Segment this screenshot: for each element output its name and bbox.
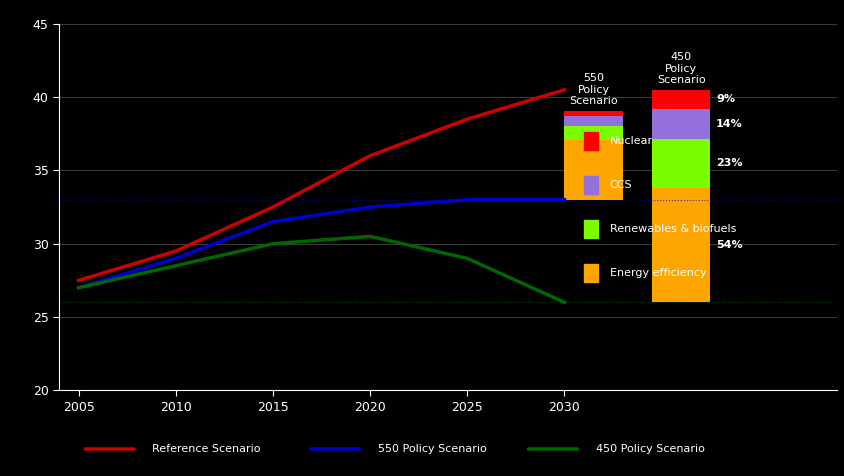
Bar	[564, 126, 622, 140]
Text: 550
Policy
Scenario: 550 Policy Scenario	[569, 73, 617, 106]
Text: 9%: 9%	[715, 94, 734, 104]
FancyBboxPatch shape	[583, 132, 598, 150]
Text: 450 Policy Scenario: 450 Policy Scenario	[595, 444, 704, 454]
Bar	[564, 110, 622, 116]
Text: Reference Scenario: Reference Scenario	[152, 444, 261, 454]
Text: 23%: 23%	[715, 158, 742, 168]
Bar	[652, 139, 710, 188]
FancyBboxPatch shape	[583, 220, 598, 238]
Bar	[564, 140, 622, 200]
Bar	[564, 116, 622, 126]
Bar	[652, 90, 710, 109]
Text: 14%: 14%	[715, 119, 742, 129]
Text: 450
Policy
Scenario: 450 Policy Scenario	[656, 52, 705, 85]
Text: CCS: CCS	[609, 180, 631, 190]
Text: 54%: 54%	[715, 240, 742, 250]
Bar	[652, 109, 710, 139]
Text: 550 Policy Scenario: 550 Policy Scenario	[377, 444, 486, 454]
Text: Energy efficiency: Energy efficiency	[609, 268, 706, 278]
FancyBboxPatch shape	[583, 264, 598, 282]
Text: Renewables & biofuels: Renewables & biofuels	[609, 224, 735, 234]
FancyBboxPatch shape	[583, 176, 598, 194]
Bar	[652, 188, 710, 302]
Text: Nuclear: Nuclear	[609, 136, 652, 146]
